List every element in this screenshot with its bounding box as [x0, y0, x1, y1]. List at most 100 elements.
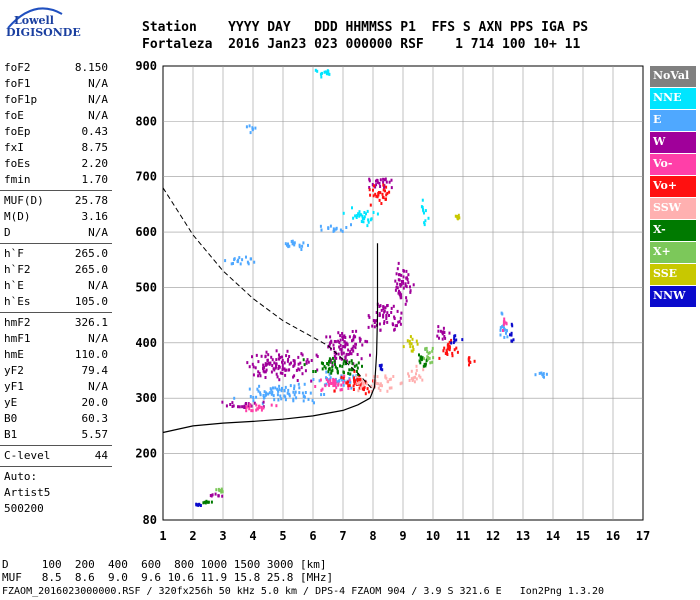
data-point-e [319, 224, 322, 228]
data-point-vo [384, 189, 386, 193]
data-point-w [385, 180, 388, 184]
data-point-vo [374, 192, 377, 196]
data-point-w [392, 304, 395, 308]
data-point-vo [379, 191, 382, 195]
x-tick-label: 8 [369, 529, 376, 543]
data-point-ssw [372, 375, 375, 379]
data-point-w [378, 181, 381, 185]
data-point-w [361, 343, 364, 347]
data-point-e [335, 227, 338, 231]
data-point-vo [448, 345, 451, 349]
data-point-vo [455, 346, 458, 350]
y-tick-label: 300 [135, 391, 157, 405]
data-point-e [309, 391, 312, 395]
param-name: yF1 [4, 380, 24, 393]
data-point-e [281, 386, 283, 390]
param-row: foF1 N/A [0, 76, 112, 92]
x-tick-label: 10 [426, 529, 440, 543]
data-point-w [328, 344, 331, 348]
data-point-vo [353, 376, 356, 380]
param-row: D N/A [0, 225, 112, 241]
data-point-w [293, 360, 296, 364]
data-point-x [321, 367, 324, 371]
data-point-w [279, 371, 282, 375]
data-point-w [250, 404, 253, 408]
data-point-e [291, 242, 294, 246]
data-point-x [353, 364, 356, 368]
data-point-w [354, 335, 357, 339]
data-point-vo [275, 404, 278, 408]
data-point-w [330, 358, 332, 362]
data-point-x [302, 358, 305, 362]
data-point-nne [358, 210, 361, 214]
param-name: MUF(D) [4, 194, 44, 207]
y-tick-label: 700 [135, 170, 157, 184]
param-value: 20.0 [81, 396, 109, 409]
data-point-nne [423, 223, 426, 227]
data-point-w [402, 275, 405, 279]
param-name: yE [4, 396, 18, 409]
data-point-w [394, 288, 397, 292]
data-point-vo [324, 384, 327, 388]
data-point-nnw [381, 368, 384, 372]
data-point-vo [260, 408, 263, 412]
data-point-w [382, 305, 385, 309]
param-row: hmF2 326.1 [0, 315, 112, 331]
data-point-nne [328, 72, 331, 76]
x-tick-label: 4 [249, 529, 256, 543]
param-value: 5.57 [81, 428, 109, 441]
data-point-ssw [365, 382, 368, 386]
data-point-e [273, 398, 276, 402]
data-point-w [329, 341, 332, 345]
data-point-ssw [413, 380, 416, 384]
data-point-x [355, 369, 358, 373]
data-point-e [300, 248, 303, 251]
data-point-x [207, 500, 210, 504]
legend-item-vo: Vo- [650, 154, 696, 175]
data-point-x [418, 359, 421, 363]
data-point-w [333, 351, 336, 355]
data-point-vo [329, 381, 332, 385]
data-point-vo [343, 374, 346, 378]
data-point-w [379, 304, 382, 308]
data-point-w [301, 353, 304, 357]
logo-line2: DIGISONDE [6, 26, 81, 39]
data-point-e [320, 393, 323, 397]
data-point-w [382, 180, 385, 184]
data-point-w [443, 334, 446, 338]
data-point-e [311, 399, 314, 403]
data-point-w [237, 405, 239, 409]
data-point-vo [314, 385, 317, 388]
data-point-w [386, 311, 389, 315]
data-point-nnw [511, 339, 514, 343]
data-point-e [256, 387, 259, 391]
data-point-x [351, 368, 354, 372]
data-point-vo [368, 188, 371, 192]
param-value: 1.70 [81, 173, 109, 186]
data-point-x [348, 360, 351, 364]
param-name: yF2 [4, 364, 24, 377]
data-point-w [360, 357, 363, 361]
data-point-x [350, 359, 353, 363]
data-point-e [277, 389, 280, 393]
data-point-e [293, 387, 296, 391]
data-point-w [344, 343, 347, 347]
data-point-vo [245, 405, 248, 409]
data-point-x [203, 500, 206, 504]
data-point-w [393, 327, 396, 331]
data-point-x [323, 364, 326, 368]
data-point-w [217, 494, 220, 498]
data-point-e [506, 335, 509, 339]
data-point-e [333, 228, 336, 232]
data-point-e [254, 126, 257, 130]
data-point-e [259, 391, 262, 395]
param-row: 500200 [0, 501, 112, 517]
data-point-x [328, 357, 331, 361]
param-name: fxI [4, 141, 24, 154]
data-point-sse [408, 341, 411, 345]
data-point-w [385, 317, 388, 320]
data-point-e [303, 382, 306, 386]
data-point-nne [422, 209, 425, 213]
data-point-w [270, 355, 273, 359]
data-point-ssw [362, 381, 365, 385]
